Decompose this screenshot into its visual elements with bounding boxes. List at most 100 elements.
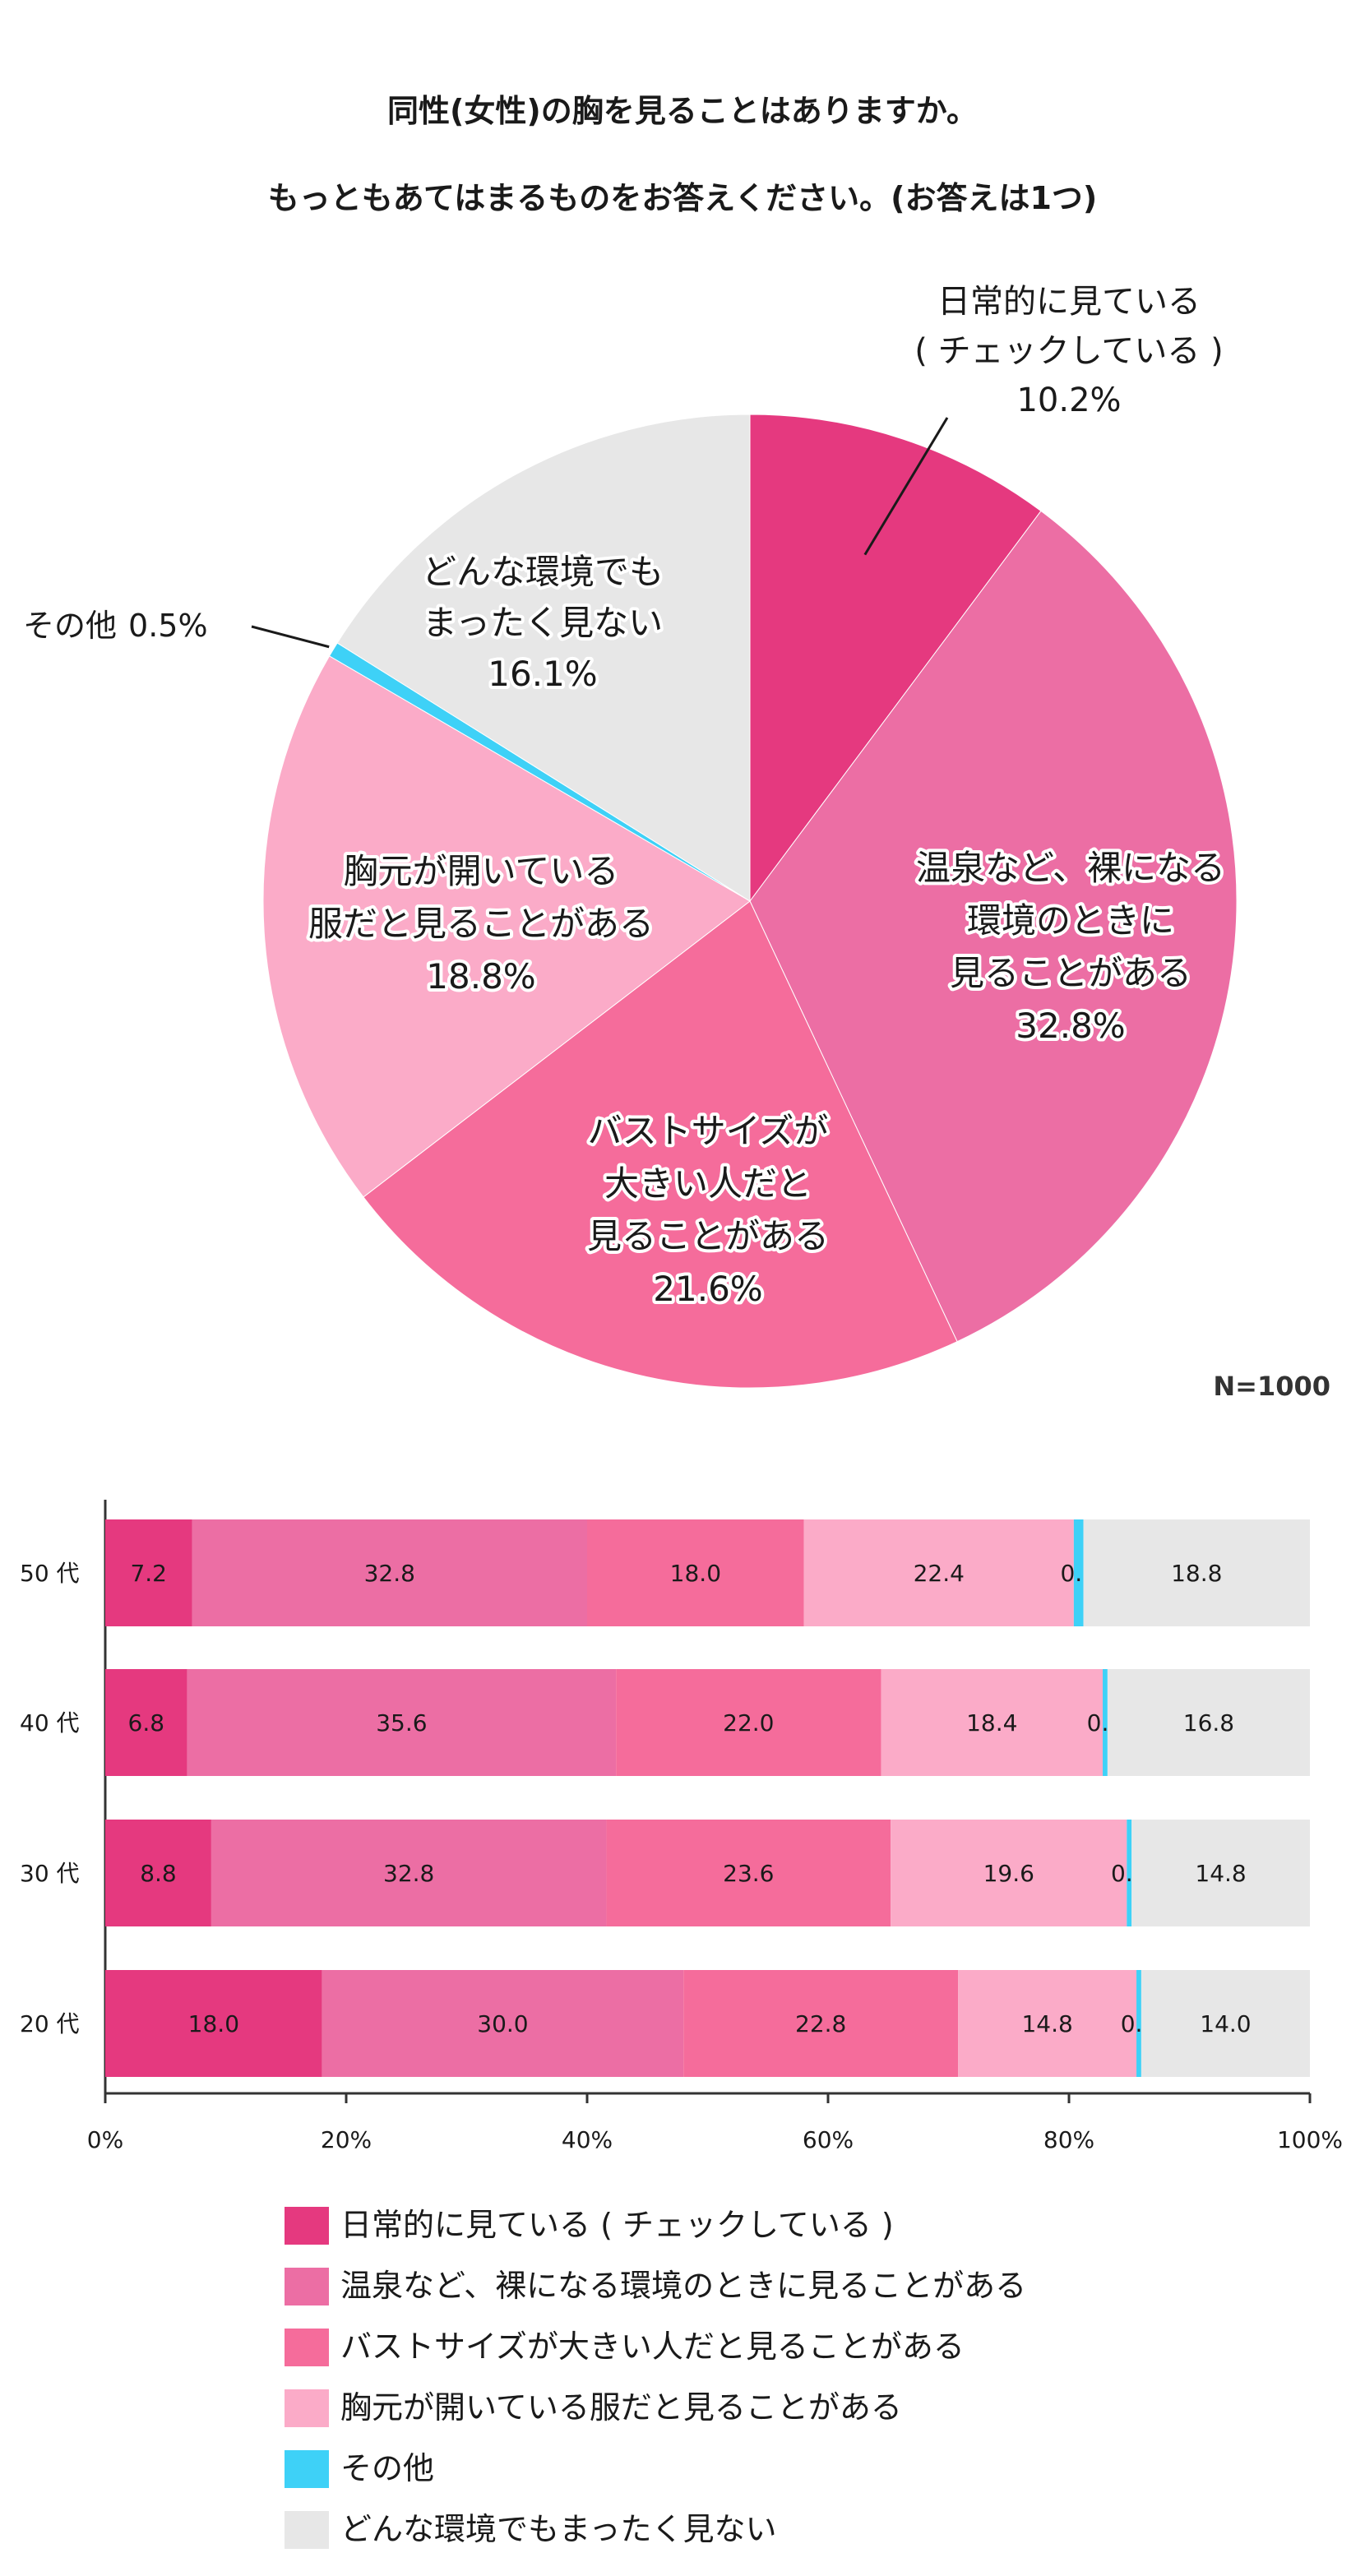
pie-slice xyxy=(336,414,751,902)
bar-value-label: 22.8 xyxy=(795,2010,846,2037)
legend-swatch xyxy=(285,2329,329,2366)
legend-label: バストサイズが大きい人だと見ることがある xyxy=(340,2329,965,2365)
bar-value-label: 7.2 xyxy=(130,1560,167,1587)
bar-value-label: 30.0 xyxy=(477,2010,528,2037)
bar-value-label: 22.0 xyxy=(723,1709,774,1737)
pie-slice-label: 胸元が開いている xyxy=(344,851,619,891)
bar-segment xyxy=(1107,1669,1310,1776)
sample-size-note: N=1000 xyxy=(1213,1371,1330,1402)
pie-slice-value: 10.2% xyxy=(1016,382,1121,419)
x-tick-label: 100% xyxy=(1277,2126,1343,2153)
pie-slice-label: その他 xyxy=(23,608,117,644)
bar-value-label: 32.8 xyxy=(364,1560,415,1587)
bar-segment xyxy=(958,1970,1137,2077)
pie-slice-label: ( チェックしている ) xyxy=(914,332,1223,370)
bar-segment xyxy=(105,1820,211,1926)
category-label: 20 代 xyxy=(20,2010,80,2037)
legend-label: その他 xyxy=(340,2450,434,2486)
pie-slice xyxy=(749,510,1238,1343)
pie-slice-value: 32.8% xyxy=(1016,1006,1125,1046)
legend-label: 胸元が開いている服だと見ることがある xyxy=(340,2389,902,2426)
legend-swatch xyxy=(285,2207,329,2245)
chart-title: 同性(女性)の胸を見ることはありますか。 xyxy=(387,93,978,129)
stacked-bar-chart: 0% 20% 40% 60% 80% 100%50 代 7.2 32.8 18.0 22.4 0.8… xyxy=(20,1500,1343,2153)
bar-segment xyxy=(606,1820,891,1926)
x-tick-label: 40% xyxy=(562,2126,613,2153)
bar-segment xyxy=(105,1669,187,1776)
leader-line xyxy=(863,417,949,556)
bar-segment xyxy=(1141,1970,1310,2077)
pie-slice-label: どんな環境でも xyxy=(422,552,664,592)
x-tick-label: 80% xyxy=(1043,2126,1094,2153)
legend-label: どんな環境でもまったく見ない xyxy=(340,2511,776,2547)
pie-slice-value: 18.8% xyxy=(426,956,535,997)
bar-segment xyxy=(1131,1820,1310,1926)
x-tick-label: 60% xyxy=(803,2126,854,2153)
category-label: 50 代 xyxy=(20,1560,80,1587)
bar-value-label: 35.6 xyxy=(376,1709,427,1737)
pie-slice xyxy=(363,900,958,1389)
pie-slice xyxy=(749,414,1042,903)
legend-swatch xyxy=(285,2268,329,2305)
bar-segment xyxy=(587,1519,804,1626)
bar-segment xyxy=(1127,1820,1132,1926)
pie-slice-label: 温泉など、裸になる xyxy=(916,848,1225,888)
legend-swatch xyxy=(285,2450,329,2488)
bar-value-label: 14.8 xyxy=(1021,2010,1072,2037)
pie-slice-label: 日常的に見ている xyxy=(937,283,1201,321)
bar-segment xyxy=(616,1669,881,1776)
bar-segment xyxy=(105,1970,322,2077)
bar-value-label: 18.4 xyxy=(966,1709,1017,1737)
pie-chart: 日常的に見ている ( チェックしている ) 10.2% 温泉など、裸になる環境のときに… xyxy=(23,283,1238,1389)
legend-label: 日常的に見ている ( チェックしている ) xyxy=(340,2207,894,2243)
bar-segment xyxy=(211,1820,607,1926)
bar-value-label: 18.0 xyxy=(188,2010,239,2037)
pie-slice-label: 服だと見ることがある xyxy=(308,904,654,944)
bar-segment xyxy=(192,1519,588,1626)
legend-label: 温泉など、裸になる環境のときに見ることがある xyxy=(340,2268,1026,2304)
bar-value-label: 6.8 xyxy=(128,1709,165,1737)
bar-value-label: 23.6 xyxy=(723,1860,774,1887)
pie-slice-label: バストサイズが xyxy=(588,1111,829,1151)
bar-legend: 日常的に見ている ( チェックしている ) 温泉など、裸になる環境のときに見ること… xyxy=(285,2207,1026,2549)
bar-segment xyxy=(881,1669,1104,1776)
bar-segment xyxy=(1073,1519,1084,1626)
bar-segment xyxy=(1136,1970,1141,2077)
pie-slice-label: 大きい人だと xyxy=(604,1163,812,1204)
pie-slice-label-other: その他 0.5% xyxy=(23,608,208,644)
bar-segment xyxy=(683,1970,959,2077)
pie-slice-label: 見ることがある xyxy=(587,1216,829,1256)
bar-value-label: 18.0 xyxy=(670,1560,721,1587)
x-tick-label: 0% xyxy=(87,2126,123,2153)
bar-segment xyxy=(105,1519,192,1626)
pie-slice-label: 見ることがある xyxy=(950,953,1191,993)
legend-swatch xyxy=(285,2511,329,2549)
bar-segment xyxy=(1103,1669,1108,1776)
leader-line xyxy=(251,625,330,649)
chart-subtitle: もっともあてはまるものをお答えください。(お答えは1つ) xyxy=(268,180,1098,216)
bar-value-label: 16.8 xyxy=(1183,1709,1234,1737)
bar-value-label: 18.8 xyxy=(1171,1560,1222,1587)
bar-segment xyxy=(803,1519,1074,1626)
category-label: 30 代 xyxy=(20,1860,80,1887)
pie-slice-value: 0.5% xyxy=(128,608,208,644)
bar-segment xyxy=(187,1669,617,1776)
pie-slice-value: 16.1% xyxy=(488,654,597,694)
bar-value-label: 8.8 xyxy=(140,1860,177,1887)
pie-slice-label: まったく見ない xyxy=(423,603,663,643)
bar-segment xyxy=(322,1970,684,2077)
pie-slice-value: 21.6% xyxy=(653,1269,762,1309)
legend-swatch xyxy=(285,2389,329,2427)
bar-segment xyxy=(891,1820,1127,1926)
category-label: 40 代 xyxy=(20,1709,80,1737)
bar-value-label: 14.8 xyxy=(1195,1860,1246,1887)
bar-segment xyxy=(1083,1519,1310,1626)
x-tick-label: 20% xyxy=(321,2126,372,2153)
bar-value-label: 14.0 xyxy=(1200,2010,1251,2037)
pie-slice-label: 環境のときに xyxy=(967,900,1174,941)
bar-value-label: 32.8 xyxy=(383,1860,434,1887)
bar-value-label: 22.4 xyxy=(914,1560,965,1587)
pie-slice xyxy=(262,655,751,1198)
bar-value-label: 19.6 xyxy=(983,1860,1034,1887)
